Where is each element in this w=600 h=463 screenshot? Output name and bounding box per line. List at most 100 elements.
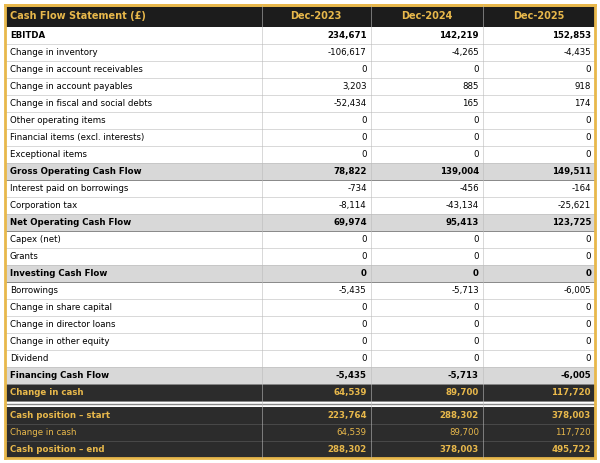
Bar [5, 299, 595, 316]
Bar [5, 441, 595, 458]
Text: 0: 0 [361, 252, 367, 261]
Text: -8,114: -8,114 [339, 201, 367, 210]
Text: Capex (net): Capex (net) [10, 235, 61, 244]
Text: 0: 0 [586, 150, 591, 159]
Bar [5, 5, 595, 27]
Text: -5,713: -5,713 [451, 286, 479, 295]
Text: 0: 0 [586, 354, 591, 363]
Bar [5, 424, 595, 441]
Text: Change in director loans: Change in director loans [10, 320, 115, 329]
Bar [5, 112, 595, 129]
Text: -6,005: -6,005 [563, 286, 591, 295]
Text: 0: 0 [586, 337, 591, 346]
Text: Change in account payables: Change in account payables [10, 82, 133, 91]
Text: 142,219: 142,219 [439, 31, 479, 40]
Text: -106,617: -106,617 [328, 48, 367, 57]
Text: 69,974: 69,974 [333, 218, 367, 227]
Bar [5, 78, 595, 95]
Text: Cash position – start: Cash position – start [10, 411, 110, 420]
Text: 0: 0 [586, 235, 591, 244]
Bar [5, 401, 595, 407]
Text: 95,413: 95,413 [446, 218, 479, 227]
Text: 0: 0 [473, 65, 479, 74]
Text: 0: 0 [361, 133, 367, 142]
Bar [5, 231, 595, 248]
Text: Cash position – end: Cash position – end [10, 445, 104, 454]
Text: Investing Cash Flow: Investing Cash Flow [10, 269, 107, 278]
Text: 149,511: 149,511 [551, 167, 591, 176]
Text: 223,764: 223,764 [327, 411, 367, 420]
Text: 139,004: 139,004 [440, 167, 479, 176]
Text: 117,720: 117,720 [556, 428, 591, 437]
Text: 0: 0 [473, 116, 479, 125]
Bar [5, 180, 595, 197]
Text: 885: 885 [463, 82, 479, 91]
Text: -52,434: -52,434 [334, 99, 367, 108]
Text: Change in fiscal and social debts: Change in fiscal and social debts [10, 99, 152, 108]
Text: -734: -734 [347, 184, 367, 193]
Text: 0: 0 [473, 150, 479, 159]
Text: 0: 0 [473, 235, 479, 244]
Text: 0: 0 [586, 252, 591, 261]
Bar [5, 146, 595, 163]
Text: 0: 0 [473, 320, 479, 329]
Text: 234,671: 234,671 [327, 31, 367, 40]
Bar [5, 367, 595, 384]
Text: Exceptional items: Exceptional items [10, 150, 87, 159]
Text: Financing Cash Flow: Financing Cash Flow [10, 371, 109, 380]
Text: 0: 0 [473, 337, 479, 346]
Text: 0: 0 [586, 65, 591, 74]
Text: 378,003: 378,003 [552, 411, 591, 420]
Text: 0: 0 [361, 65, 367, 74]
Text: 0: 0 [473, 252, 479, 261]
Text: 378,003: 378,003 [440, 445, 479, 454]
Bar [5, 248, 595, 265]
Text: 288,302: 288,302 [440, 411, 479, 420]
Bar [5, 129, 595, 146]
Text: 0: 0 [586, 133, 591, 142]
Text: 89,700: 89,700 [449, 428, 479, 437]
Text: 0: 0 [586, 303, 591, 312]
Text: 64,539: 64,539 [334, 388, 367, 397]
Text: 0: 0 [361, 116, 367, 125]
Text: -456: -456 [459, 184, 479, 193]
Text: Borrowings: Borrowings [10, 286, 58, 295]
Text: -43,134: -43,134 [446, 201, 479, 210]
Bar [5, 27, 595, 44]
Bar [5, 163, 595, 180]
Text: 288,302: 288,302 [328, 445, 367, 454]
Text: 0: 0 [473, 133, 479, 142]
Bar [5, 316, 595, 333]
Text: Change in share capital: Change in share capital [10, 303, 112, 312]
Bar [5, 384, 595, 401]
Text: 123,725: 123,725 [551, 218, 591, 227]
Text: Financial items (excl. interests): Financial items (excl. interests) [10, 133, 144, 142]
Text: -5,713: -5,713 [448, 371, 479, 380]
Text: 0: 0 [473, 303, 479, 312]
Text: Dec-2024: Dec-2024 [401, 11, 452, 21]
Text: Change in cash: Change in cash [10, 388, 83, 397]
Text: 89,700: 89,700 [446, 388, 479, 397]
Text: 918: 918 [575, 82, 591, 91]
Text: -4,265: -4,265 [451, 48, 479, 57]
Bar [5, 350, 595, 367]
Text: 0: 0 [361, 235, 367, 244]
Text: 0: 0 [361, 303, 367, 312]
Text: 117,720: 117,720 [551, 388, 591, 397]
Text: EBITDA: EBITDA [10, 31, 45, 40]
Text: 0: 0 [361, 150, 367, 159]
Text: 0: 0 [473, 269, 479, 278]
Text: 0: 0 [586, 116, 591, 125]
Bar [5, 61, 595, 78]
Text: Dec-2023: Dec-2023 [290, 11, 342, 21]
Text: 3,203: 3,203 [342, 82, 367, 91]
Text: Gross Operating Cash Flow: Gross Operating Cash Flow [10, 167, 142, 176]
Text: Net Operating Cash Flow: Net Operating Cash Flow [10, 218, 131, 227]
Bar [5, 333, 595, 350]
Bar [5, 214, 595, 231]
Text: 0: 0 [361, 337, 367, 346]
Text: Grants: Grants [10, 252, 39, 261]
Text: 78,822: 78,822 [334, 167, 367, 176]
Bar [5, 407, 595, 424]
Text: 0: 0 [473, 354, 479, 363]
